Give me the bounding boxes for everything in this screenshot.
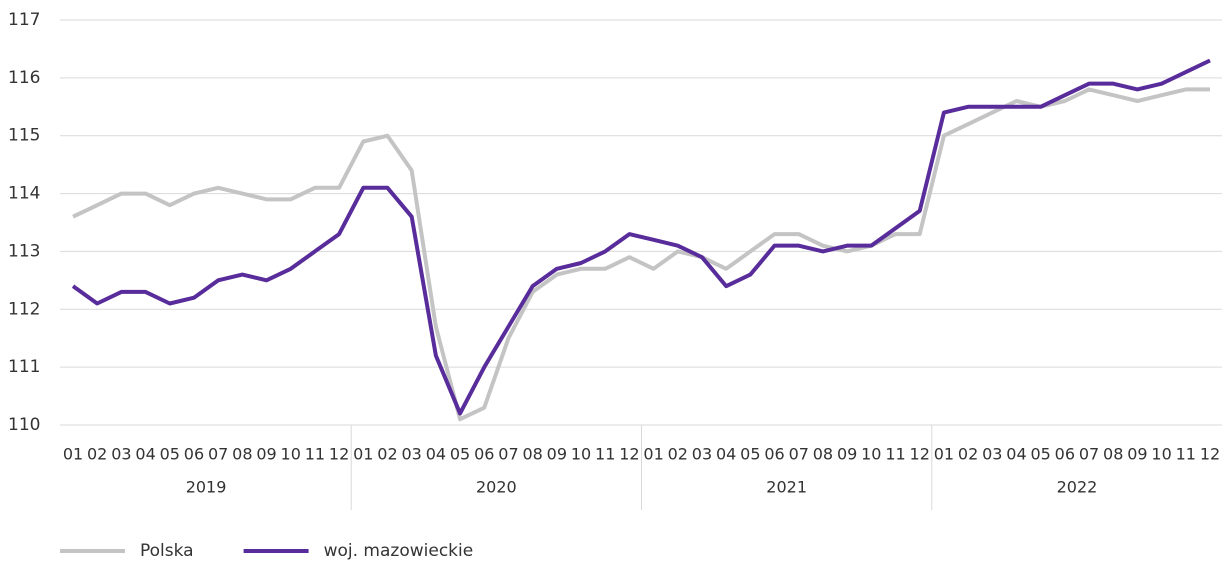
x-tick-label: 02 — [377, 445, 397, 464]
x-group-label: 2019 — [186, 478, 227, 497]
x-tick-label: 11 — [885, 445, 905, 464]
x-tick-label: 12 — [619, 445, 639, 464]
x-group-label: 2020 — [476, 478, 517, 497]
x-tick-label: 09 — [837, 445, 857, 464]
x-tick-label: 08 — [813, 445, 833, 464]
x-tick-label: 05 — [160, 445, 180, 464]
x-tick-label: 09 — [1127, 445, 1147, 464]
x-tick-label: 07 — [789, 445, 809, 464]
x-tick-label: 10 — [571, 445, 591, 464]
x-tick-label: 03 — [402, 445, 422, 464]
x-tick-label: 12 — [910, 445, 930, 464]
x-tick-label: 03 — [111, 445, 131, 464]
y-tick-label: 115 — [8, 126, 40, 146]
x-tick-label: 07 — [208, 445, 228, 464]
y-tick-label: 111 — [8, 357, 40, 377]
x-tick-label: 04 — [426, 445, 446, 464]
series-line — [71, 58, 1211, 416]
x-tick-label: 04 — [716, 445, 736, 464]
x-tick-label: 01 — [353, 445, 373, 464]
x-tick-label: 01 — [934, 445, 954, 464]
x-tick-label: 06 — [764, 445, 784, 464]
x-tick-label: 02 — [87, 445, 107, 464]
x-tick-label: 01 — [643, 445, 663, 464]
x-tick-label: 06 — [474, 445, 494, 464]
x-group-label: 2021 — [766, 478, 807, 497]
x-tick-label: 05 — [450, 445, 470, 464]
x-tick-label: 04 — [135, 445, 155, 464]
x-tick-label: 12 — [1200, 445, 1220, 464]
x-tick-label: 07 — [1079, 445, 1099, 464]
x-tick-label: 09 — [547, 445, 567, 464]
x-tick-label: 08 — [1103, 445, 1123, 464]
x-tick-label: 04 — [1006, 445, 1026, 464]
x-group-label: 2022 — [1057, 478, 1098, 497]
x-tick-label: 12 — [329, 445, 349, 464]
legend-label: Polska — [140, 541, 194, 561]
x-tick-label: 09 — [256, 445, 276, 464]
x-tick-label: 10 — [1151, 445, 1171, 464]
x-tick-label: 03 — [692, 445, 712, 464]
x-tick-label: 05 — [740, 445, 760, 464]
y-tick-label: 112 — [8, 299, 40, 319]
x-tick-label: 07 — [498, 445, 518, 464]
y-tick-label: 113 — [8, 241, 40, 261]
y-tick-label: 110 — [8, 415, 40, 435]
x-tick-label: 06 — [184, 445, 204, 464]
x-tick-label: 08 — [232, 445, 252, 464]
x-tick-label: 10 — [281, 445, 301, 464]
x-tick-label: 11 — [1176, 445, 1196, 464]
y-tick-label: 116 — [8, 68, 40, 88]
legend-label: woj. mazowieckie — [324, 541, 474, 561]
x-tick-label: 03 — [982, 445, 1002, 464]
x-tick-label: 02 — [958, 445, 978, 464]
x-tick-label: 11 — [595, 445, 615, 464]
series-line — [72, 87, 1210, 422]
y-tick-label: 117 — [8, 10, 40, 30]
x-tick-label: 08 — [522, 445, 542, 464]
x-tick-label: 11 — [305, 445, 325, 464]
x-tick-label: 05 — [1030, 445, 1050, 464]
x-tick-label: 02 — [668, 445, 688, 464]
x-tick-label: 10 — [861, 445, 881, 464]
x-tick-label: 06 — [1055, 445, 1075, 464]
y-tick-label: 114 — [8, 184, 40, 204]
x-tick-label: 01 — [63, 445, 83, 464]
